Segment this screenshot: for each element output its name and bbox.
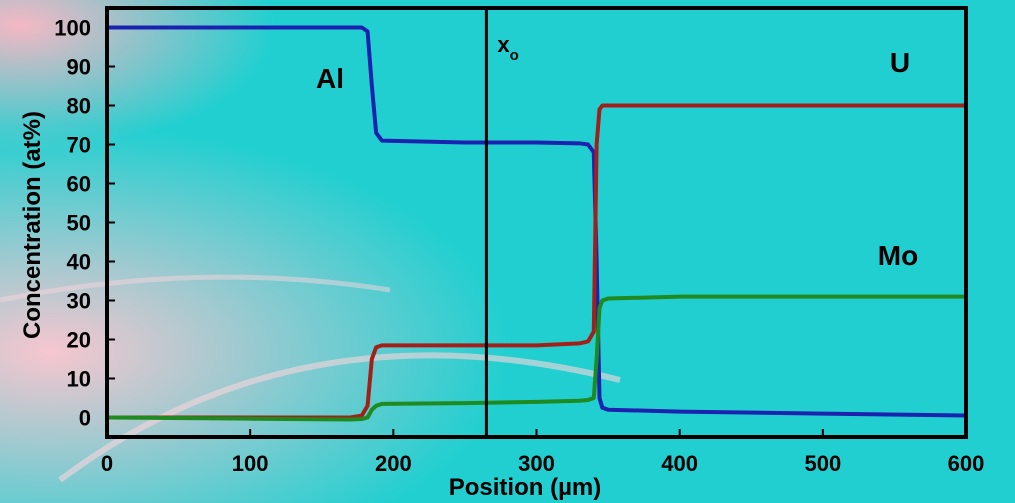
page: Position (µm) Concentration (at%) 0 10 20 3… xyxy=(0,0,1015,503)
chart: Position (µm) Concentration (at%) 0 10 20 3… xyxy=(0,0,1015,503)
x-tick-label: 400 xyxy=(661,451,698,476)
y-tick-label: 60 xyxy=(67,172,91,197)
x-tick-label: 300 xyxy=(518,451,555,476)
y-tick-label: 40 xyxy=(67,250,91,275)
background-texture xyxy=(0,0,1015,503)
y-tick-label: 50 xyxy=(67,211,91,236)
reference-label-main: x xyxy=(497,32,510,57)
series-label: Al xyxy=(316,63,344,94)
reference-label-sub: o xyxy=(510,47,519,64)
y-tick-label: 80 xyxy=(67,94,91,119)
x-axis-title: Position (µm) xyxy=(449,474,601,501)
x-tick-label: 0 xyxy=(101,451,113,476)
y-tick-label: 20 xyxy=(67,328,91,353)
series-label: Mo xyxy=(878,240,918,271)
y-tick-label: 0 xyxy=(79,406,91,431)
y-tick-label: 10 xyxy=(67,367,91,392)
x-tick-label: 200 xyxy=(375,451,412,476)
x-tick-label: 600 xyxy=(948,451,985,476)
x-tick-label: 500 xyxy=(804,451,841,476)
series-label: U xyxy=(890,47,910,78)
y-tick-label: 70 xyxy=(67,133,91,158)
y-tick-label: 100 xyxy=(54,16,91,41)
y-tick-label: 30 xyxy=(67,289,91,314)
y-tick-label: 90 xyxy=(67,55,91,80)
y-axis-title: Concentration (at%) xyxy=(19,111,46,339)
x-tick-label: 100 xyxy=(232,451,269,476)
